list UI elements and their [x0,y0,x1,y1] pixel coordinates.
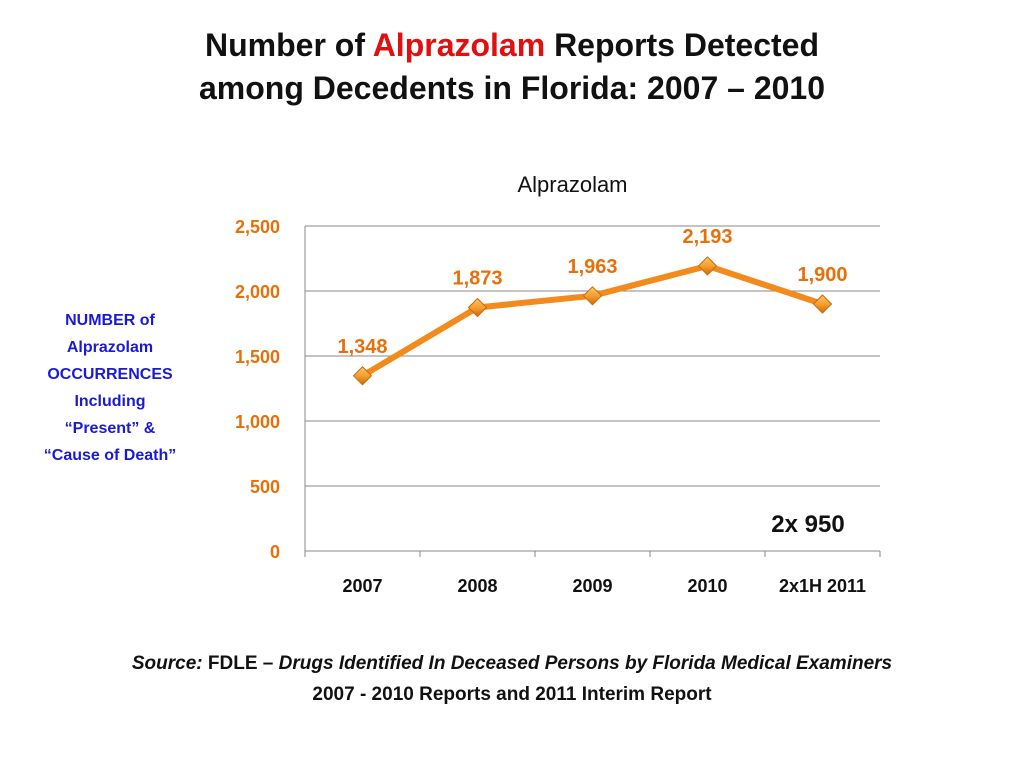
data-label: 1,348 [337,336,387,358]
y-axis-note: NUMBER of Alprazolam OCCURRENCES Includi… [20,307,200,469]
data-point [697,256,718,276]
x-tick-label: 2x1H 2011 [779,576,866,596]
x-tick-label: 2009 [572,576,612,596]
title-highlight: Alprazolam [372,27,546,63]
x-tick-label: 2007 [342,576,382,596]
data-point [812,294,833,314]
y-tick-label: 1,000 [235,412,280,432]
y-tick-label: 2,500 [235,217,280,237]
data-point [582,286,603,306]
y-note-line: “Present” & [64,420,156,437]
y-tick-label: 2,000 [235,282,280,302]
source-title: Drugs Identified In Deceased Persons by … [278,653,893,674]
source-agency: FDLE – [202,653,279,674]
data-point [467,297,488,318]
data-label: 1,900 [797,264,847,286]
y-note-line: Alprazolam [66,339,154,356]
data-label: 1,873 [452,268,502,290]
x-tick-label: 2010 [687,576,727,596]
y-note-line: “Cause of Death” [43,447,177,464]
y-note-line: OCCURRENCES [47,366,173,383]
data-label: 2,193 [682,226,732,248]
data-point [352,366,373,386]
series-line [359,262,826,379]
title-line-1: Number of Alprazolam Reports Detected [0,24,1024,67]
title-line-2: among Decedents in Florida: 2007 – 2010 [198,70,825,106]
y-note-line: Including [74,393,146,410]
title-text-part2: Reports Detected [545,27,820,63]
y-tick-label: 500 [250,477,280,497]
x-tick-label: 2008 [457,576,497,596]
y-tick-label: 0 [270,542,280,562]
y-tick-label: 1,500 [235,347,280,367]
title-text-part1: Number of [204,27,373,63]
chart-title: Alprazolam [517,172,627,197]
slide-title: Number of Alprazolam Reports Detected am… [0,24,1024,110]
source-label: Source: [131,653,203,674]
data-label: 1,963 [567,256,617,278]
source-line-2: 2007 - 2010 Reports and 2011 Interim Rep… [312,684,712,705]
annotation-text: 2x 950 [771,511,844,538]
source-note: Source: FDLE – Drugs Identified In Decea… [0,648,1024,710]
source-line-1: Source: FDLE – Drugs Identified In Decea… [0,648,1024,679]
y-note-line: NUMBER of [65,312,155,329]
